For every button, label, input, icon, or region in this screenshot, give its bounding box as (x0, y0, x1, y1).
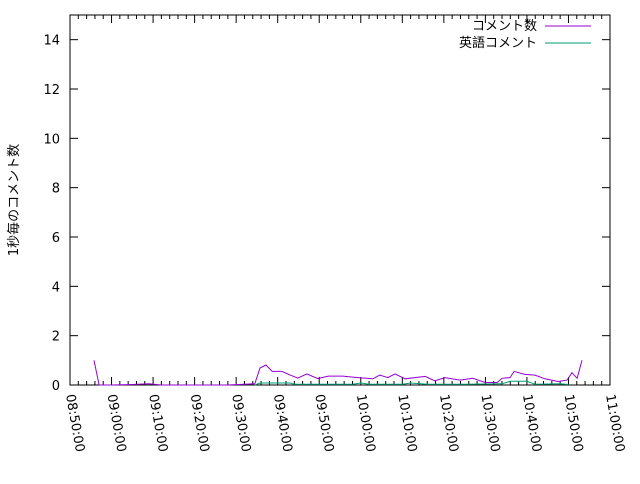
y-tick-label: 10 (43, 132, 60, 147)
y-tick-label: 8 (52, 182, 60, 197)
x-tick-label: 09:20:00 (187, 393, 212, 453)
x-tick-label: 10:50:00 (561, 393, 586, 453)
x-tick-label: 09:10:00 (145, 393, 170, 453)
y-tick-label: 14 (43, 34, 60, 49)
x-tick-label: 11:00:00 (602, 393, 627, 453)
x-tick-label: 09:40:00 (270, 393, 295, 453)
x-tick-label: 10:20:00 (436, 393, 461, 453)
y-tick-label: 12 (43, 83, 60, 98)
y-tick-label: 2 (52, 330, 60, 345)
x-tick-label: 10:10:00 (394, 393, 419, 453)
legend: コメント数 英語コメント (459, 19, 591, 51)
x-tick-label: 10:00:00 (353, 393, 378, 453)
legend-label-0: コメント数 (472, 19, 537, 34)
x-tick-label: 10:30:00 (477, 393, 502, 453)
x-tick-label: 09:50:00 (311, 393, 336, 453)
y-tick-label: 6 (52, 231, 60, 246)
x-tick-label: 08:50:00 (62, 393, 87, 453)
y-tick-label: 4 (52, 280, 60, 295)
series-line-0 (93, 360, 583, 386)
x-tick-labels: 08:50:00 09:00:00 09:10:00 09:20:00 09:30:00… (62, 393, 627, 453)
y-tick-label: 0 (52, 379, 60, 394)
x-tick-label: 10:40:00 (519, 393, 544, 453)
series-line-1 (254, 380, 569, 386)
axes (69, 14, 611, 386)
x-tick-label: 09:30:00 (228, 393, 253, 453)
legend-label-1: 英語コメント (459, 35, 537, 51)
y-tick-labels: 0 2 4 6 8 10 12 14 (43, 34, 60, 394)
x-tick-label: 09:00:00 (104, 393, 129, 453)
series-lines (93, 360, 583, 386)
y-axis-label: 1秒毎のコメント数 (6, 144, 22, 256)
plot-frame (69, 14, 611, 386)
